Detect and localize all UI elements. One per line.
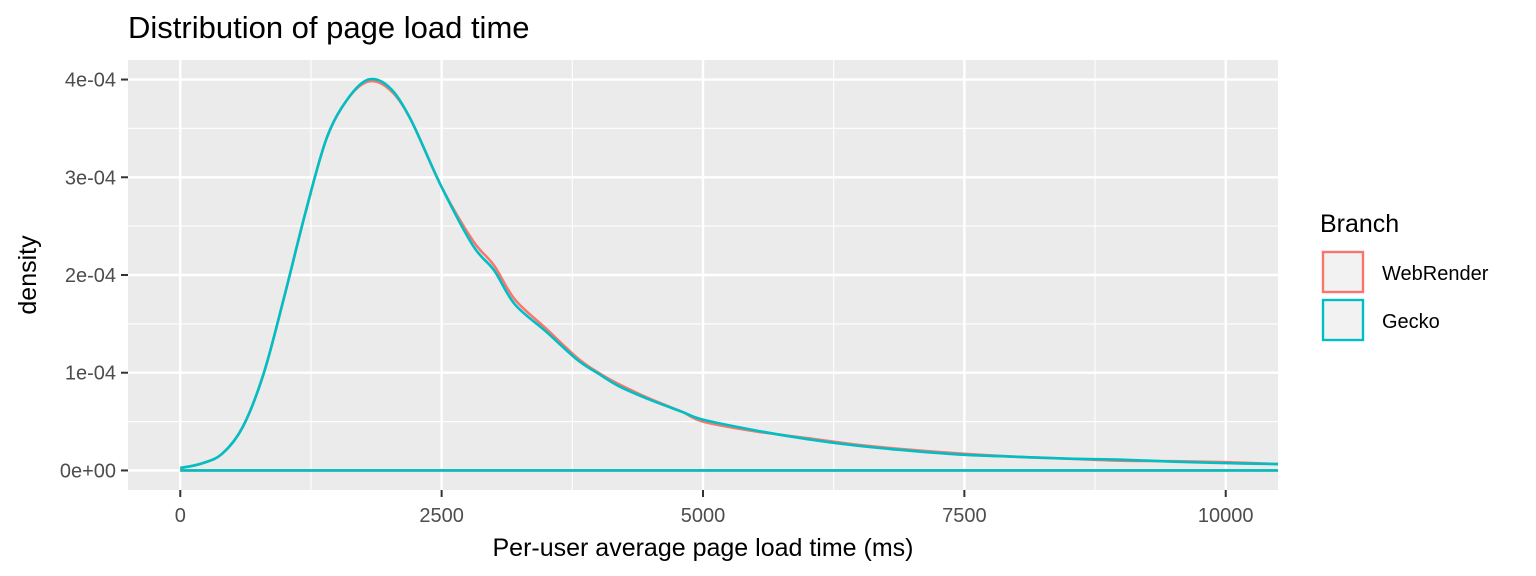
gecko-density-line (180, 77, 1279, 470)
y-tick-label: 2e-04 (65, 265, 116, 287)
x-axis: 0 2500 5000 7500 10000 (175, 490, 1254, 527)
gecko-legend-key (1321, 298, 1365, 342)
gecko-legend-key-bg (1322, 299, 1364, 341)
legend-items: WebRender Gecko (1321, 250, 1489, 342)
x-axis-title: Per-user average page load time (ms) (492, 534, 913, 562)
series-lines (180, 77, 1279, 470)
x-tick-label: 10000 (1198, 505, 1254, 527)
y-axis-title: density (14, 235, 42, 315)
webrender-legend-key-bg (1322, 251, 1364, 293)
gecko-legend-label: Gecko (1382, 311, 1440, 333)
x-tick-label: 0 (175, 505, 186, 527)
y-tick-label: 3e-04 (65, 167, 116, 189)
y-tick-label: 1e-04 (65, 363, 116, 385)
y-tick-label: 0e+00 (60, 460, 116, 482)
webrender-legend-label: WebRender (1382, 263, 1489, 285)
y-tick-label: 4e-04 (65, 70, 116, 92)
y-axis: 0e+00 1e-04 2e-04 3e-04 4e-04 (60, 70, 128, 482)
x-tick-label: 7500 (942, 505, 987, 527)
webrender-legend-key (1321, 250, 1365, 294)
x-tick-label: 2500 (419, 505, 464, 527)
x-tick-label: 5000 (681, 505, 726, 527)
legend-title: Branch (1320, 210, 1399, 238)
chart-title: Distribution of page load time (128, 10, 530, 45)
legend: Branch WebRender Gecko (1320, 210, 1489, 342)
